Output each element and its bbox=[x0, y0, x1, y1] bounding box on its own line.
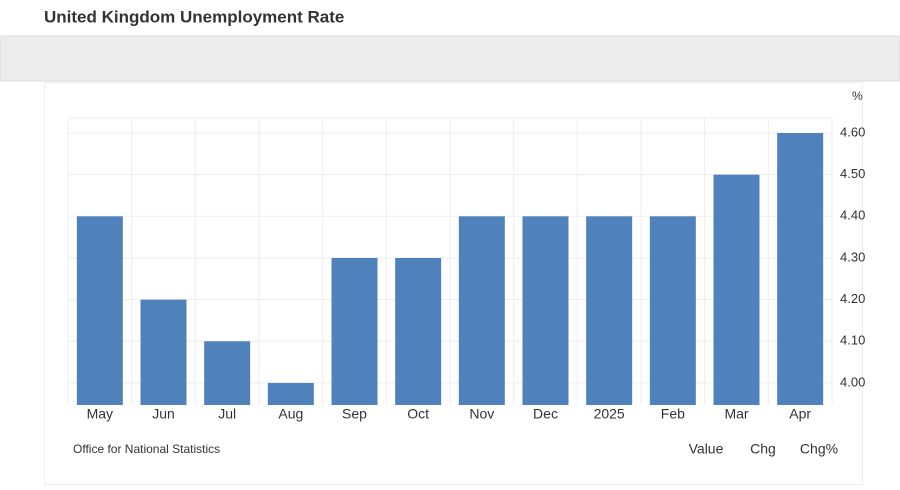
x-tick-label: Dec bbox=[533, 406, 558, 422]
x-tick-label: Jul bbox=[218, 406, 236, 422]
header-bar bbox=[0, 0, 900, 36]
x-tick-label: Apr bbox=[789, 406, 811, 422]
bar bbox=[267, 382, 314, 405]
source: Office for National Statistics bbox=[73, 442, 220, 456]
chg-button[interactable]: Chg bbox=[750, 441, 776, 457]
y-tick-label: 4.50 bbox=[840, 166, 865, 181]
y-tick-label: 4.00 bbox=[840, 374, 865, 389]
bar bbox=[713, 174, 760, 405]
y-tick-label: 4.60 bbox=[840, 124, 865, 139]
y-tick-label: 4.40 bbox=[840, 208, 865, 223]
y-tick-label: 4.10 bbox=[840, 333, 865, 348]
bar bbox=[395, 257, 442, 405]
bar bbox=[140, 299, 187, 405]
bar bbox=[586, 216, 633, 405]
value-button[interactable]: Value bbox=[689, 441, 724, 457]
bar bbox=[76, 216, 123, 405]
unit-label: % bbox=[852, 89, 863, 103]
bar bbox=[777, 132, 824, 405]
y-tick-label: 4.30 bbox=[840, 249, 865, 264]
bar bbox=[204, 341, 251, 405]
x-tick-label: 2025 bbox=[594, 406, 625, 422]
x-tick-label: Feb bbox=[661, 406, 685, 422]
page-title: United Kingdom Unemployment Rate bbox=[44, 7, 344, 26]
bar bbox=[649, 216, 696, 405]
x-tick-label: Aug bbox=[278, 406, 303, 422]
bar bbox=[458, 216, 505, 405]
bar bbox=[331, 257, 378, 405]
x-tick-label: Mar bbox=[724, 406, 748, 422]
x-tick-label: Nov bbox=[469, 406, 494, 422]
y-tick-label: 4.20 bbox=[840, 291, 865, 306]
x-tick-label: Sep bbox=[342, 406, 367, 422]
toolbar-band bbox=[0, 35, 900, 82]
x-tick-label: Oct bbox=[407, 406, 429, 422]
bar bbox=[522, 216, 569, 405]
chg-pct-button[interactable]: Chg% bbox=[800, 441, 838, 457]
x-tick-label: May bbox=[87, 406, 113, 422]
x-tick-label: Jun bbox=[152, 406, 175, 422]
